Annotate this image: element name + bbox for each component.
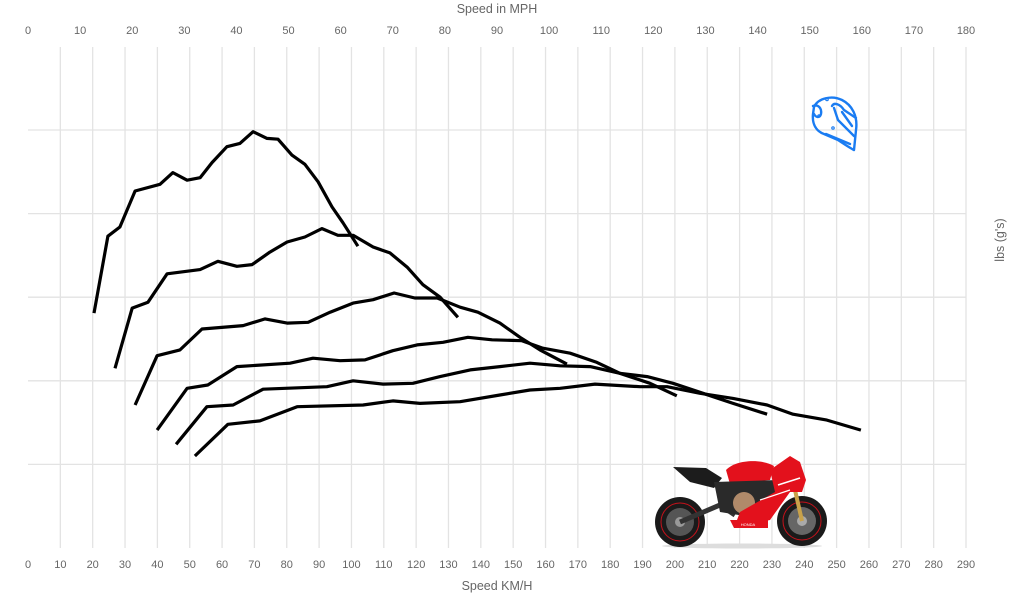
series-line-3 [133, 291, 568, 406]
x2-tick-label: 100 [540, 25, 558, 37]
x2-tick-label: 60 [335, 25, 347, 37]
x-tick-label: 90 [313, 559, 325, 571]
x-tick-label: 70 [248, 559, 260, 571]
x-tick-label: 10 [54, 559, 66, 571]
x-tick-label: 120 [407, 559, 425, 571]
series-line-4 [155, 335, 678, 432]
motorcycle-image: HONDA [655, 456, 827, 549]
y-axis-title: lbs (g's) [993, 218, 1007, 261]
x2-tick-label: 70 [387, 25, 399, 37]
x-tick-label: 280 [924, 559, 942, 571]
x-tick-label: 110 [375, 559, 393, 571]
grid [28, 47, 967, 548]
x2-tick-label: 110 [592, 25, 610, 37]
x-axis-title: Speed KM/H [462, 579, 533, 593]
x-tick-label: 260 [860, 559, 878, 571]
x-tick-label: 40 [151, 559, 163, 571]
x2-tick-label: 130 [696, 25, 714, 37]
svg-text:HONDA: HONDA [741, 522, 756, 527]
x-tick-label: 130 [439, 559, 457, 571]
x-tick-label: 240 [795, 559, 813, 571]
x2-tick-label: 150 [800, 25, 818, 37]
series-lines [92, 130, 862, 458]
x-tick-label: 230 [763, 559, 781, 571]
x-tick-label: 100 [342, 559, 360, 571]
x-tick-label: 140 [472, 559, 490, 571]
x2-tick-label: 0 [25, 25, 31, 37]
x2-tick-label: 160 [853, 25, 871, 37]
x-tick-label: 0 [25, 559, 31, 571]
x2-tick-label: 80 [439, 25, 451, 37]
x2-tick-label: 180 [957, 25, 975, 37]
x2-axis-title: Speed in MPH [457, 2, 538, 16]
series-line-2 [113, 227, 460, 369]
x-axis-mph-ticks: 0 10 20 30 40 50 60 70 80 90 100 110 120 130 140 150 160… [25, 25, 975, 37]
x-tick-label: 150 [504, 559, 522, 571]
helmet-icon [811, 96, 858, 152]
x2-tick-label: 40 [230, 25, 242, 37]
x-tick-label: 50 [184, 559, 196, 571]
x2-tick-label: 140 [748, 25, 766, 37]
x-tick-label: 180 [601, 559, 619, 571]
x-tick-label: 270 [892, 559, 910, 571]
x2-tick-label: 30 [178, 25, 190, 37]
x-tick-label: 220 [730, 559, 748, 571]
x2-tick-label: 90 [491, 25, 503, 37]
x-tick-label: 200 [666, 559, 684, 571]
x-tick-label: 60 [216, 559, 228, 571]
x-axis-kmh-ticks: 0 10 20 30 40 50 60 70 80 90 100 110 120 130 140 150 160… [25, 559, 975, 571]
x-tick-label: 160 [536, 559, 554, 571]
x-tick-label: 190 [633, 559, 651, 571]
x2-tick-label: 120 [644, 25, 662, 37]
series-line-1 [92, 130, 360, 314]
x2-tick-label: 50 [282, 25, 294, 37]
x2-tick-label: 10 [74, 25, 86, 37]
x2-tick-label: 20 [126, 25, 138, 37]
series-line-5 [174, 361, 768, 446]
x-tick-label: 250 [827, 559, 845, 571]
x-tick-label: 20 [87, 559, 99, 571]
x-tick-label: 30 [119, 559, 131, 571]
series-line-6 [193, 382, 862, 458]
x-tick-label: 80 [281, 559, 293, 571]
x-tick-label: 290 [957, 559, 975, 571]
x2-tick-label: 170 [905, 25, 923, 37]
x-tick-label: 170 [569, 559, 587, 571]
x-tick-label: 210 [698, 559, 716, 571]
